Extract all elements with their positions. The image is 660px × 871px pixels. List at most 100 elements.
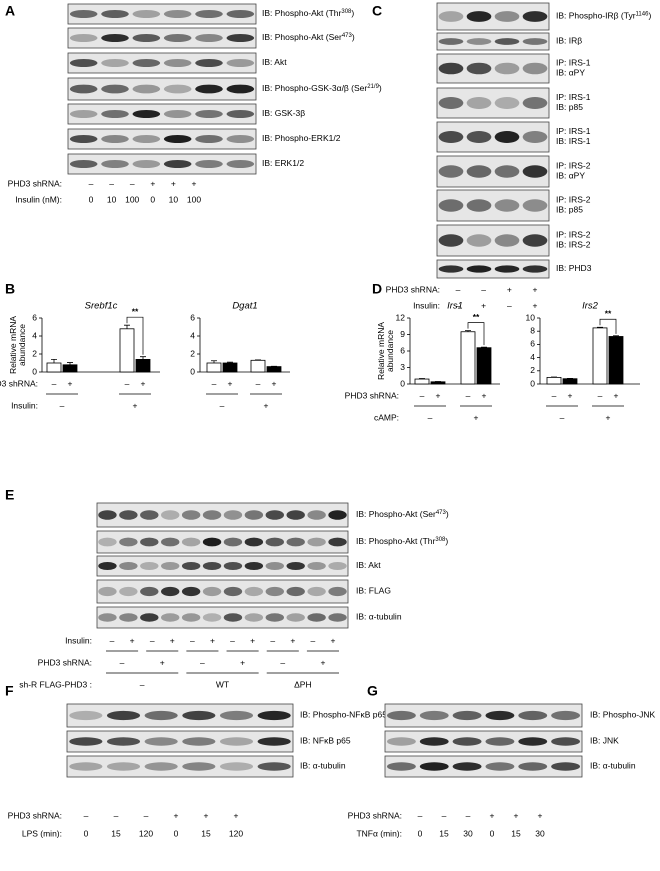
panel-letter: F: [5, 683, 14, 699]
band: [98, 537, 117, 547]
blot-label: IB: Phospho-JNK: [590, 710, 656, 720]
chart-title: Irs1: [447, 301, 463, 312]
row-label: Insulin (nM):: [15, 194, 62, 204]
band: [226, 59, 255, 67]
band: [132, 10, 161, 18]
blot-label-sup: 308: [341, 9, 352, 15]
band: [163, 160, 192, 168]
bar: [222, 362, 238, 373]
band: [307, 510, 326, 520]
blot: [67, 27, 257, 49]
blot-label: IB: IRβ: [556, 36, 582, 46]
band: [485, 710, 515, 721]
blot-label-text: IB: FLAG: [356, 586, 391, 596]
band: [438, 234, 464, 247]
band: [494, 11, 520, 22]
blot-label: IB: PHD3: [556, 263, 592, 273]
band: [69, 10, 98, 18]
lane-label: +: [192, 178, 197, 188]
category-label: +: [133, 400, 138, 410]
band: [161, 537, 180, 547]
bar: [119, 328, 135, 373]
lane-label: 100: [125, 194, 139, 204]
chart-title: Irs2: [582, 301, 599, 312]
band: [119, 613, 138, 622]
lane-label: +: [130, 635, 135, 645]
band: [466, 62, 492, 75]
blot-label: IB: NFκB p65: [300, 736, 351, 746]
y-tick-label: 0: [530, 378, 535, 388]
band: [518, 710, 548, 721]
row-label: PHD3 shRNA:: [0, 378, 38, 388]
lane-label: 120: [139, 828, 153, 838]
category-label: +: [606, 412, 611, 422]
blot-label-text: IB: Phospho-Akt (Thr: [262, 8, 342, 18]
lane-label: WT: [216, 679, 229, 689]
category-label: +: [264, 400, 269, 410]
lane-label: +: [171, 178, 176, 188]
band: [286, 537, 305, 547]
band: [286, 586, 305, 597]
band: [522, 11, 548, 22]
blot-label: IB: α-tubulin: [300, 761, 346, 771]
band: [101, 34, 129, 42]
series-label: +: [436, 390, 441, 400]
band: [522, 131, 548, 143]
lane-label: –: [150, 635, 155, 645]
lane-label: +: [533, 300, 538, 310]
band: [466, 265, 492, 273]
lane-label: –: [110, 635, 115, 645]
band: [161, 586, 180, 597]
band: [144, 737, 178, 746]
band: [119, 562, 138, 570]
band: [265, 510, 284, 520]
error-bar: [481, 346, 487, 348]
band: [181, 562, 201, 570]
lane-label: –: [456, 300, 461, 310]
blot-label-line: IB: p85: [556, 205, 583, 215]
band: [466, 165, 492, 178]
lane-label: +: [250, 635, 255, 645]
band: [182, 737, 216, 746]
blot-label-sup: 308: [435, 537, 446, 543]
category-label: –: [560, 412, 565, 422]
band: [163, 59, 192, 67]
lane-label: –: [144, 810, 149, 820]
band: [163, 10, 192, 18]
blot-label-text: IB: GSK-3β: [262, 108, 305, 118]
blot: [384, 755, 583, 778]
band: [161, 613, 180, 622]
blot-label: IB: Phospho-GSK-3α/β (Ser21/9): [262, 83, 382, 93]
band: [522, 265, 548, 273]
y-axis-label-line: abundance: [17, 324, 27, 366]
bar: [135, 358, 151, 373]
blot-label: IB: α-tubulin: [590, 761, 636, 771]
band: [244, 510, 264, 520]
significance: **: [605, 308, 612, 318]
blot: [67, 77, 257, 101]
band: [223, 510, 243, 520]
series-label: –: [420, 390, 425, 400]
blot-label-after: ): [445, 536, 448, 546]
blot-label: IB: Phospho-Akt (Thr308): [356, 536, 448, 546]
blot: [436, 32, 550, 51]
band: [132, 160, 161, 168]
band: [452, 737, 482, 746]
blot: [96, 579, 349, 604]
lane-label: 0: [174, 828, 179, 838]
series-label: –: [52, 378, 57, 388]
lane-label: –: [120, 657, 125, 667]
bar: [608, 336, 624, 385]
lane-label: 30: [535, 828, 545, 838]
y-tick-label: 4: [190, 330, 195, 340]
y-axis-label-line: Relative mRNA: [376, 322, 386, 380]
blot-label-after: ): [379, 83, 382, 93]
blot: [96, 606, 349, 629]
band: [522, 165, 548, 178]
blot: [67, 3, 257, 25]
lane-label: 0: [490, 828, 495, 838]
band: [101, 110, 129, 118]
band: [181, 510, 201, 520]
series-label: +: [482, 390, 487, 400]
band: [69, 110, 98, 118]
